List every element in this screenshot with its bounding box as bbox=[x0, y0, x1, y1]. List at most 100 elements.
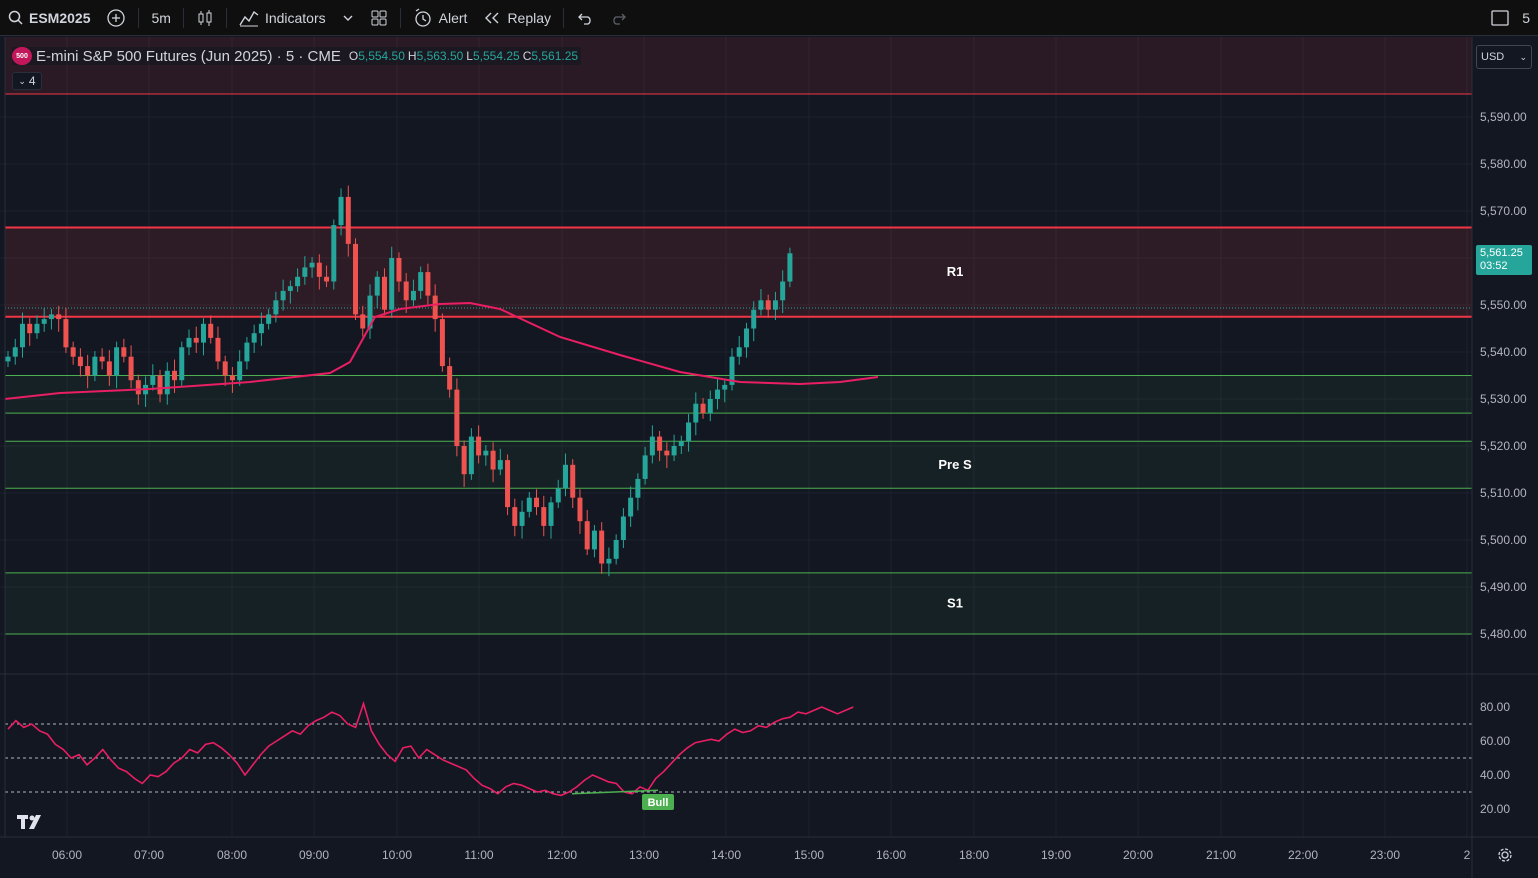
price-tick-label: 5,480.00 bbox=[1480, 627, 1527, 641]
candle-body bbox=[780, 281, 786, 301]
indicators-button[interactable]: Indicators bbox=[231, 0, 334, 36]
time-tick-label: 06:00 bbox=[52, 848, 82, 862]
candle-body bbox=[635, 478, 641, 498]
chart-canvas[interactable]: R1 Pre S S1 Bull 5,590.00 5,580.00 5,570.00 5,5… bbox=[0, 37, 1538, 878]
interval-button[interactable]: 5m bbox=[143, 0, 178, 36]
candle-body bbox=[215, 337, 221, 362]
candle-body bbox=[389, 258, 395, 310]
time-tick-label: 14:00 bbox=[711, 848, 741, 862]
chart-type-button[interactable] bbox=[188, 0, 222, 36]
tradingview-logo[interactable] bbox=[17, 810, 47, 836]
candle-body bbox=[490, 450, 496, 470]
indicators-collapse-toggle[interactable]: ⌄ 4 bbox=[12, 72, 42, 90]
rsi-tick-label: 80.00 bbox=[1480, 700, 1510, 714]
zone-label: S1 bbox=[947, 595, 963, 610]
candle-body bbox=[229, 375, 235, 381]
candle-body bbox=[164, 370, 170, 395]
candle-body bbox=[302, 267, 308, 277]
chevron-down-icon bbox=[343, 15, 353, 21]
series-title[interactable]: E-mini S&P 500 Futures (Jun 2025) · 5 · … bbox=[36, 47, 341, 65]
candle-body bbox=[172, 370, 178, 381]
candle-body bbox=[432, 295, 438, 320]
ohlc-close: C5,561.25 bbox=[523, 49, 578, 63]
candle-body bbox=[570, 464, 576, 498]
currency-selector[interactable]: USD ⌄ bbox=[1476, 45, 1532, 69]
candle-body bbox=[266, 314, 272, 324]
collapsed-indicator-count: 4 bbox=[28, 74, 36, 88]
interval-label: 5m bbox=[151, 9, 171, 26]
candle-body bbox=[200, 323, 206, 343]
candle-body bbox=[707, 399, 713, 414]
rsi-line bbox=[7, 700, 854, 797]
top-toolbar: ESM2025 5m Indicators Alert Replay 5 bbox=[0, 0, 1538, 36]
candle-body bbox=[584, 521, 590, 550]
chart-area[interactable]: R1 Pre S S1 Bull 5,590.00 5,580.00 5,570.00 5,5… bbox=[0, 37, 1538, 878]
candle-body bbox=[280, 290, 286, 301]
compare-button[interactable] bbox=[98, 0, 134, 36]
candles-icon bbox=[198, 9, 212, 26]
close-value: 5,561.25 bbox=[531, 49, 579, 63]
time-tick-label: 21:00 bbox=[1206, 848, 1236, 862]
candle-body bbox=[338, 196, 344, 226]
redo-button[interactable] bbox=[602, 0, 636, 36]
candle-body bbox=[671, 446, 677, 456]
divergence-line bbox=[571, 789, 659, 795]
time-tick-label: 18:00 bbox=[959, 848, 989, 862]
undo-icon bbox=[578, 13, 591, 25]
candle-body bbox=[468, 436, 474, 475]
candle-body bbox=[128, 356, 134, 381]
candle-body bbox=[410, 290, 416, 301]
candle-body bbox=[548, 502, 554, 526]
candle-body bbox=[591, 530, 597, 550]
candle-body bbox=[722, 384, 728, 390]
zone-label: Pre S bbox=[938, 457, 972, 472]
candle-body bbox=[135, 380, 141, 395]
candle-body bbox=[403, 281, 409, 301]
layout-button[interactable] bbox=[1482, 0, 1518, 36]
candle-body bbox=[396, 258, 402, 282]
candle-body bbox=[374, 276, 380, 296]
symbol-logo: 500 bbox=[12, 47, 32, 65]
candle-body bbox=[179, 347, 185, 381]
candle-body bbox=[505, 460, 511, 508]
candle-body bbox=[99, 356, 105, 362]
low-label: L bbox=[466, 49, 473, 63]
candle-body bbox=[186, 337, 192, 348]
layout-grid-button[interactable] bbox=[362, 0, 396, 36]
candle-body bbox=[577, 497, 583, 522]
currency-label: USD bbox=[1481, 51, 1505, 63]
ohlc-low: L5,554.25 bbox=[466, 49, 519, 63]
last-price-tag: 5,561.25 03:52 bbox=[1476, 245, 1532, 275]
bar-countdown: 03:52 bbox=[1480, 260, 1508, 272]
candle-body bbox=[85, 366, 91, 376]
chevron-down-icon: ⌄ bbox=[1519, 51, 1527, 62]
candle-body bbox=[512, 507, 518, 526]
time-tick-label: 11:00 bbox=[464, 848, 493, 862]
time-tick-label: 16:00 bbox=[876, 848, 906, 862]
replay-button[interactable]: Replay bbox=[475, 0, 559, 36]
indicator-templates-button[interactable] bbox=[334, 0, 362, 36]
layout-count[interactable]: 5 bbox=[1518, 0, 1538, 36]
toolbar-divider bbox=[138, 7, 140, 28]
candle-body bbox=[258, 323, 264, 334]
candle-body bbox=[367, 295, 373, 329]
time-tick-label: 13:00 bbox=[629, 848, 659, 862]
zone-fill bbox=[5, 441, 1472, 489]
undo-button[interactable] bbox=[568, 0, 602, 36]
candle-body bbox=[56, 314, 62, 320]
candle-body bbox=[114, 347, 120, 376]
ohlc-high: H5,563.50 bbox=[408, 49, 463, 63]
candle-body bbox=[295, 276, 301, 287]
candle-body bbox=[157, 375, 163, 395]
rsi-tick-label: 60.00 bbox=[1480, 734, 1510, 748]
candle-body bbox=[743, 328, 749, 348]
chart-settings-button[interactable] bbox=[1497, 847, 1513, 868]
candle-body bbox=[461, 446, 467, 475]
price-tick-label: 5,490.00 bbox=[1480, 580, 1527, 594]
time-tick-label: 19:00 bbox=[1041, 848, 1071, 862]
price-tick-label: 5,530.00 bbox=[1480, 392, 1527, 406]
candle-body bbox=[534, 497, 540, 508]
symbol-search[interactable]: ESM2025 bbox=[0, 0, 98, 36]
alert-button[interactable]: Alert bbox=[405, 0, 476, 36]
high-label: H bbox=[407, 49, 417, 63]
